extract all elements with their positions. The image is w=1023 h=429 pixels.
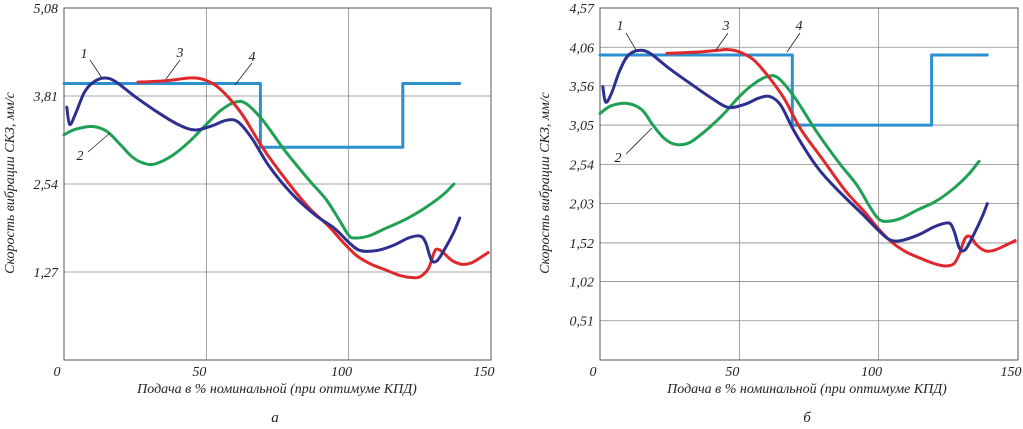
panel-2-x-tick-label-2: 100 xyxy=(861,365,882,380)
panel-1-panel-label: а xyxy=(271,410,279,426)
panel-2-series-line-3 xyxy=(665,48,1017,268)
panel-2-curve-label-4: 4 xyxy=(796,19,803,34)
panel-2-y-tick-label-6: 3,56 xyxy=(569,80,595,95)
panel-2-leader-line-4 xyxy=(786,32,801,53)
panel-1-leader-line-3 xyxy=(165,59,181,80)
panel-1-curve-label-2: 2 xyxy=(77,149,84,164)
panel-2-leader-line-2 xyxy=(625,127,653,155)
panel-1-curve-label-4: 4 xyxy=(249,50,256,65)
panel-1-plot-frame xyxy=(63,7,492,361)
panel-1-series-line-2 xyxy=(62,99,456,240)
panel-2-x-tick-label-0: 0 xyxy=(590,365,597,380)
panel-2-x-tick-label-3: 150 xyxy=(1001,365,1022,380)
panel-1-x-tick-label-1: 50 xyxy=(192,365,206,380)
panel-2-x-axis-label: Подача в % номинальной (при оптимуме КПД… xyxy=(666,382,947,397)
panel-2-series-line-2 xyxy=(598,74,981,223)
panel-2-y-tick-label-0: 0,51 xyxy=(570,315,595,330)
panel-1-leader-line-2 xyxy=(87,132,111,153)
panel-2-series-line-1 xyxy=(601,48,989,253)
panel-2-y-tick-label-3: 2,03 xyxy=(570,198,595,213)
panel-1-x-tick-label-3: 150 xyxy=(474,365,495,380)
panel-2-y-tick-label-8: 4,57 xyxy=(570,2,596,17)
panel-2-curve-label-2: 2 xyxy=(615,151,622,166)
panel-1-y-tick-label-2: 3,81 xyxy=(33,90,59,105)
panel-1-x-tick-label-2: 100 xyxy=(331,365,352,380)
panel-2-y-tick-label-1: 1,02 xyxy=(570,275,595,290)
panel-2-plot-frame xyxy=(599,7,1019,361)
panel-2-curve-label-1: 1 xyxy=(617,19,624,34)
panel-1-y-tick-label-0: 1,27 xyxy=(34,266,60,281)
panel-1-x-axis-label: Подача в % номинальной (при оптимуме КПД… xyxy=(136,382,417,397)
panel-1-y-axis-label: Скорость вибрации СКЗ, мм/с xyxy=(3,91,18,273)
panel-2-y-tick-label-2: 1,52 xyxy=(570,237,595,252)
panel-2-y-axis-label: Скорость вибрации СКЗ, мм/с xyxy=(538,91,553,273)
panel-1-series-line-4 xyxy=(62,82,462,149)
panel-2-curve-label-3: 3 xyxy=(722,19,730,34)
panel-1-curve-label-3: 3 xyxy=(176,46,184,61)
panel-2-series-line-4 xyxy=(598,53,989,127)
panel-2-leader-line-3 xyxy=(715,32,729,51)
panel-1-x-tick-label-0: 0 xyxy=(54,365,61,380)
panel-2-y-tick-label-5: 3,05 xyxy=(569,119,595,134)
panel-2-x-tick-label-1: 50 xyxy=(725,365,739,380)
panel-1-series-line-1 xyxy=(65,76,462,264)
panel-1-leader-line-4 xyxy=(234,62,253,86)
panel-1-y-tick-label-3: 5,08 xyxy=(34,2,59,17)
panel-2-y-tick-label-7: 4,06 xyxy=(570,41,595,56)
panel-1-y-tick-label-1: 2,54 xyxy=(34,178,59,193)
panel-2-panel-label: б xyxy=(803,410,811,426)
panel-1-series-line-3 xyxy=(136,76,490,280)
panel-1-leader-line-1 xyxy=(89,59,103,79)
panel-2-leader-line-1 xyxy=(625,32,637,51)
panel-1-curve-label-1: 1 xyxy=(81,47,88,62)
panel-2-y-tick-label-4: 2,54 xyxy=(570,158,595,173)
